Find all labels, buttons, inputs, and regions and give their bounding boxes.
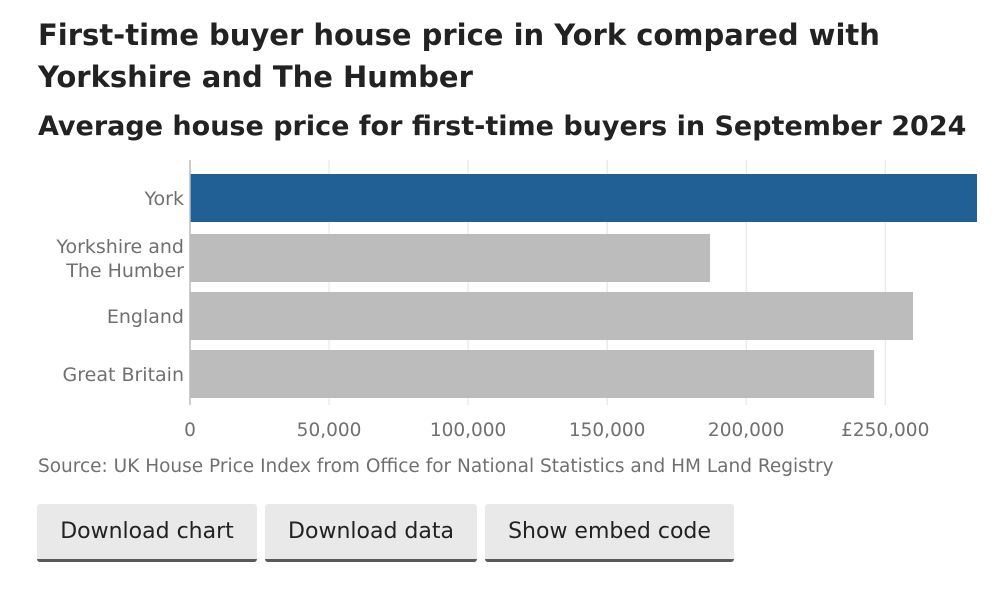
bar [190,292,914,340]
category-label: Great Britain [63,364,184,386]
x-tick-label: 50,000 [297,420,362,441]
category-label: York [143,188,184,210]
x-tick-label: 0 [184,420,196,441]
x-tick-label: 200,000 [708,420,785,441]
bar [190,174,977,222]
download-chart-button[interactable]: Download chart [37,504,257,562]
chart-subtitle: Average house price for first-time buyer… [38,111,967,142]
bar [190,350,875,398]
source-note: Source: UK House Price Index from Office… [38,456,834,477]
category-label: Yorkshire and The Humber [55,236,184,282]
x-tick-label: 100,000 [430,420,507,441]
download-data-button[interactable]: Download data [265,504,477,562]
x-tick-label: 150,000 [569,420,646,441]
show-embed-code-button[interactable]: Show embed code [485,504,734,562]
bar [190,234,711,282]
bar-chart: York Yorkshire and The Humber England Great … [55,160,977,441]
chart-title: First-time buyer house price in York com… [38,18,880,94]
category-label: England [107,306,184,328]
x-tick-label: £250,000 [841,420,929,441]
